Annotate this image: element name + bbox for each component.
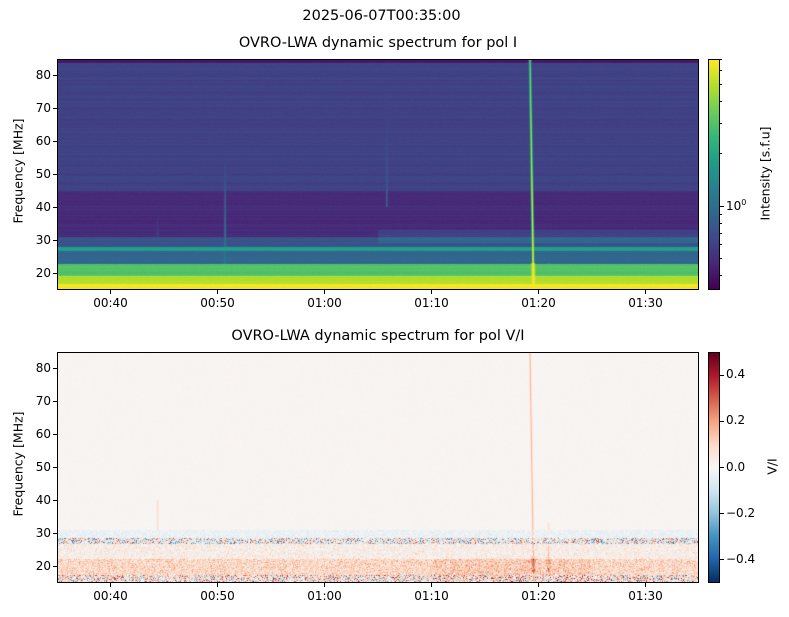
x-tick-label: 00:50	[200, 296, 235, 310]
x-tick-label: 00:40	[93, 589, 128, 603]
colorbar-tick-label: 0.0	[726, 460, 745, 474]
y-tick-label: 20	[35, 558, 51, 573]
vi-colorbar	[708, 352, 720, 583]
colorbar-tick-text: −0.4	[726, 551, 756, 566]
pol-i-title: OVRO-LWA dynamic spectrum for pol I	[238, 35, 518, 51]
y-tick-label: 60	[35, 133, 51, 148]
colorbar-minor-tick	[720, 58, 722, 60]
x-tick-label: 01:30	[628, 589, 663, 603]
intensity-colorbar-gradient	[709, 60, 719, 289]
x-tick-mark	[645, 583, 646, 587]
y-tick-label: 40	[35, 199, 51, 214]
y-tick-label: 50	[35, 459, 51, 474]
colorbar-minor-tick	[720, 100, 722, 102]
y-tick-mark	[53, 108, 57, 109]
figure-title: 2025-06-07T00:35:00	[302, 8, 461, 24]
y-tick-label: 70	[35, 393, 51, 408]
intensity-colorbar-label: Intensity [s.f.u]	[757, 126, 773, 221]
pol-i-spectrum-axes	[57, 59, 699, 290]
colorbar-tick-mark	[720, 559, 724, 561]
colorbar-minor-tick	[720, 258, 722, 260]
colorbar-tick-label: 0.2	[726, 413, 745, 427]
y-tick-label: 30	[35, 232, 51, 247]
vi-colorbar-gradient	[709, 353, 719, 582]
x-tick-mark	[324, 583, 325, 587]
pol-vi-spectrum-axes	[57, 352, 699, 583]
colorbar-tick-text: −0.2	[726, 505, 756, 520]
intensity-colorbar	[708, 59, 720, 290]
pol-i-heatmap	[58, 60, 698, 289]
x-tick-mark	[110, 290, 111, 294]
x-tick-mark	[431, 290, 432, 294]
x-tick-label: 01:10	[414, 589, 449, 603]
y-tick-label: 70	[35, 100, 51, 115]
colorbar-minor-tick	[720, 274, 722, 276]
colorbar-tick-mark	[720, 374, 724, 376]
colorbar-tick-text: 10	[726, 199, 742, 214]
y-tick-mark	[53, 174, 57, 175]
x-tick-mark	[110, 583, 111, 587]
x-tick-mark	[538, 290, 539, 294]
y-tick-mark	[53, 434, 57, 435]
x-tick-mark	[538, 583, 539, 587]
y-tick-mark	[53, 207, 57, 208]
y-tick-mark	[53, 240, 57, 241]
colorbar-minor-tick	[720, 232, 722, 234]
x-tick-label: 01:20	[521, 589, 556, 603]
colorbar-minor-tick	[720, 153, 722, 155]
colorbar-minor-tick	[720, 222, 722, 224]
colorbar-minor-tick	[720, 122, 722, 124]
y-tick-label: 20	[35, 265, 51, 280]
x-tick-label: 00:50	[200, 589, 235, 603]
y-tick-label: 50	[35, 166, 51, 181]
y-tick-mark	[53, 401, 57, 402]
x-tick-mark	[645, 290, 646, 294]
y-tick-mark	[53, 273, 57, 274]
x-tick-label: 01:20	[521, 296, 556, 310]
y-tick-mark	[53, 75, 57, 76]
y-tick-label: 30	[35, 525, 51, 540]
y-tick-mark	[53, 368, 57, 369]
colorbar-tick-label: −0.2	[726, 506, 755, 520]
colorbar-tick-text: 0.4	[726, 367, 746, 382]
colorbar-tick-mark	[720, 205, 724, 207]
colorbar-tick-exponent: 0	[741, 198, 747, 208]
x-tick-mark	[324, 290, 325, 294]
y-tick-mark	[53, 467, 57, 468]
x-tick-mark	[217, 583, 218, 587]
y-tick-mark	[53, 566, 57, 567]
colorbar-minor-tick	[720, 70, 722, 72]
y-tick-mark	[53, 141, 57, 142]
x-tick-label: 01:30	[628, 296, 663, 310]
colorbar-minor-tick	[720, 213, 722, 215]
y-tick-label: 80	[35, 67, 51, 82]
colorbar-tick-mark	[720, 420, 724, 422]
colorbar-tick-mark	[720, 513, 724, 515]
x-tick-mark	[431, 583, 432, 587]
y-tick-label: 40	[35, 492, 51, 507]
colorbar-tick-label: −0.4	[726, 552, 755, 566]
vi-colorbar-label: V/I	[764, 458, 780, 475]
colorbar-tick-text: 0.0	[726, 459, 746, 474]
x-tick-label: 01:00	[307, 296, 342, 310]
y-tick-label: 60	[35, 426, 51, 441]
colorbar-tick-label: 0.4	[726, 367, 745, 381]
x-tick-label: 00:40	[93, 296, 128, 310]
pol-vi-title: OVRO-LWA dynamic spectrum for pol V/I	[231, 328, 525, 344]
x-tick-mark	[217, 290, 218, 294]
colorbar-minor-tick	[720, 244, 722, 246]
colorbar-tick-mark	[720, 467, 724, 468]
x-tick-label: 01:10	[414, 296, 449, 310]
y-tick-mark	[53, 533, 57, 534]
x-tick-label: 01:00	[307, 589, 342, 603]
colorbar-tick-label: 100	[726, 198, 746, 213]
y-tick-label: 80	[35, 360, 51, 375]
pol-vi-heatmap	[58, 353, 698, 582]
colorbar-minor-tick	[720, 83, 722, 85]
y-tick-mark	[53, 500, 57, 501]
colorbar-tick-text: 0.2	[726, 413, 746, 428]
